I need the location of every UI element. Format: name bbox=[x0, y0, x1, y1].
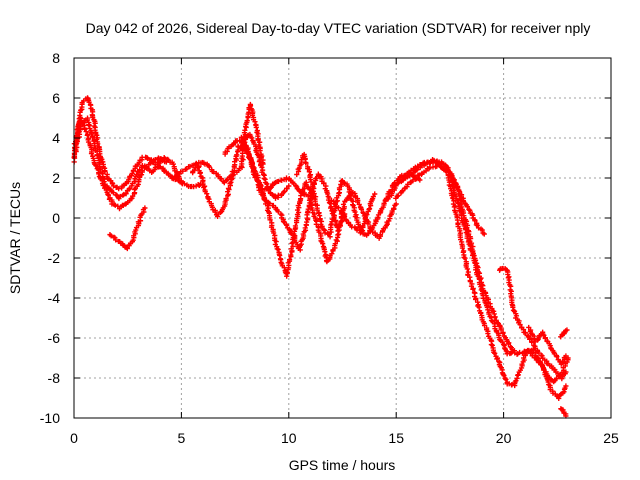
y-tick-label: 6 bbox=[52, 90, 60, 106]
y-tick-labels: 8 6 4 2 0 -2 -4 -6 -8 -10 bbox=[40, 50, 60, 426]
y-tick-label: 2 bbox=[52, 170, 60, 186]
series-track-20 bbox=[558, 406, 568, 418]
data-points bbox=[72, 95, 571, 418]
series-track-17 bbox=[497, 266, 568, 381]
x-tick-label: 15 bbox=[388, 430, 404, 446]
y-tick-label: 8 bbox=[52, 50, 60, 66]
y-tick-label: -6 bbox=[48, 330, 61, 346]
x-tick-labels: 0 5 10 15 20 25 bbox=[70, 430, 619, 446]
data-point bbox=[328, 222, 333, 227]
y-tick-label: -10 bbox=[40, 410, 60, 426]
y-axis-label: SDTVAR / TECUs bbox=[7, 182, 23, 294]
x-tick-label: 5 bbox=[178, 430, 186, 446]
y-tick-label: -8 bbox=[48, 370, 61, 386]
series-track-6 bbox=[190, 132, 291, 219]
plot-frame bbox=[74, 58, 611, 418]
grid-lines bbox=[74, 58, 611, 418]
series-track-5 bbox=[171, 102, 266, 185]
y-tick-label: 4 bbox=[52, 130, 60, 146]
series-track-14 bbox=[393, 163, 568, 401]
x-tick-label: 20 bbox=[496, 430, 512, 446]
chart-title: Day 042 of 2026, Sidereal Day-to-day VTE… bbox=[86, 20, 591, 36]
x-tick-label: 25 bbox=[603, 430, 619, 446]
x-axis-label: GPS time / hours bbox=[289, 457, 396, 473]
y-tick-label: 0 bbox=[52, 210, 60, 226]
x-tick-label: 0 bbox=[70, 430, 78, 446]
x-tick-label: 10 bbox=[281, 430, 297, 446]
series-track-4 bbox=[107, 205, 147, 251]
y-tick-label: -4 bbox=[48, 290, 61, 306]
y-tick-label: -2 bbox=[48, 250, 61, 266]
axis-ticks bbox=[74, 58, 611, 418]
data-point bbox=[490, 343, 495, 348]
data-point bbox=[289, 241, 294, 246]
sdtvar-chart: Day 042 of 2026, Sidereal Day-to-day VTE… bbox=[0, 0, 640, 480]
